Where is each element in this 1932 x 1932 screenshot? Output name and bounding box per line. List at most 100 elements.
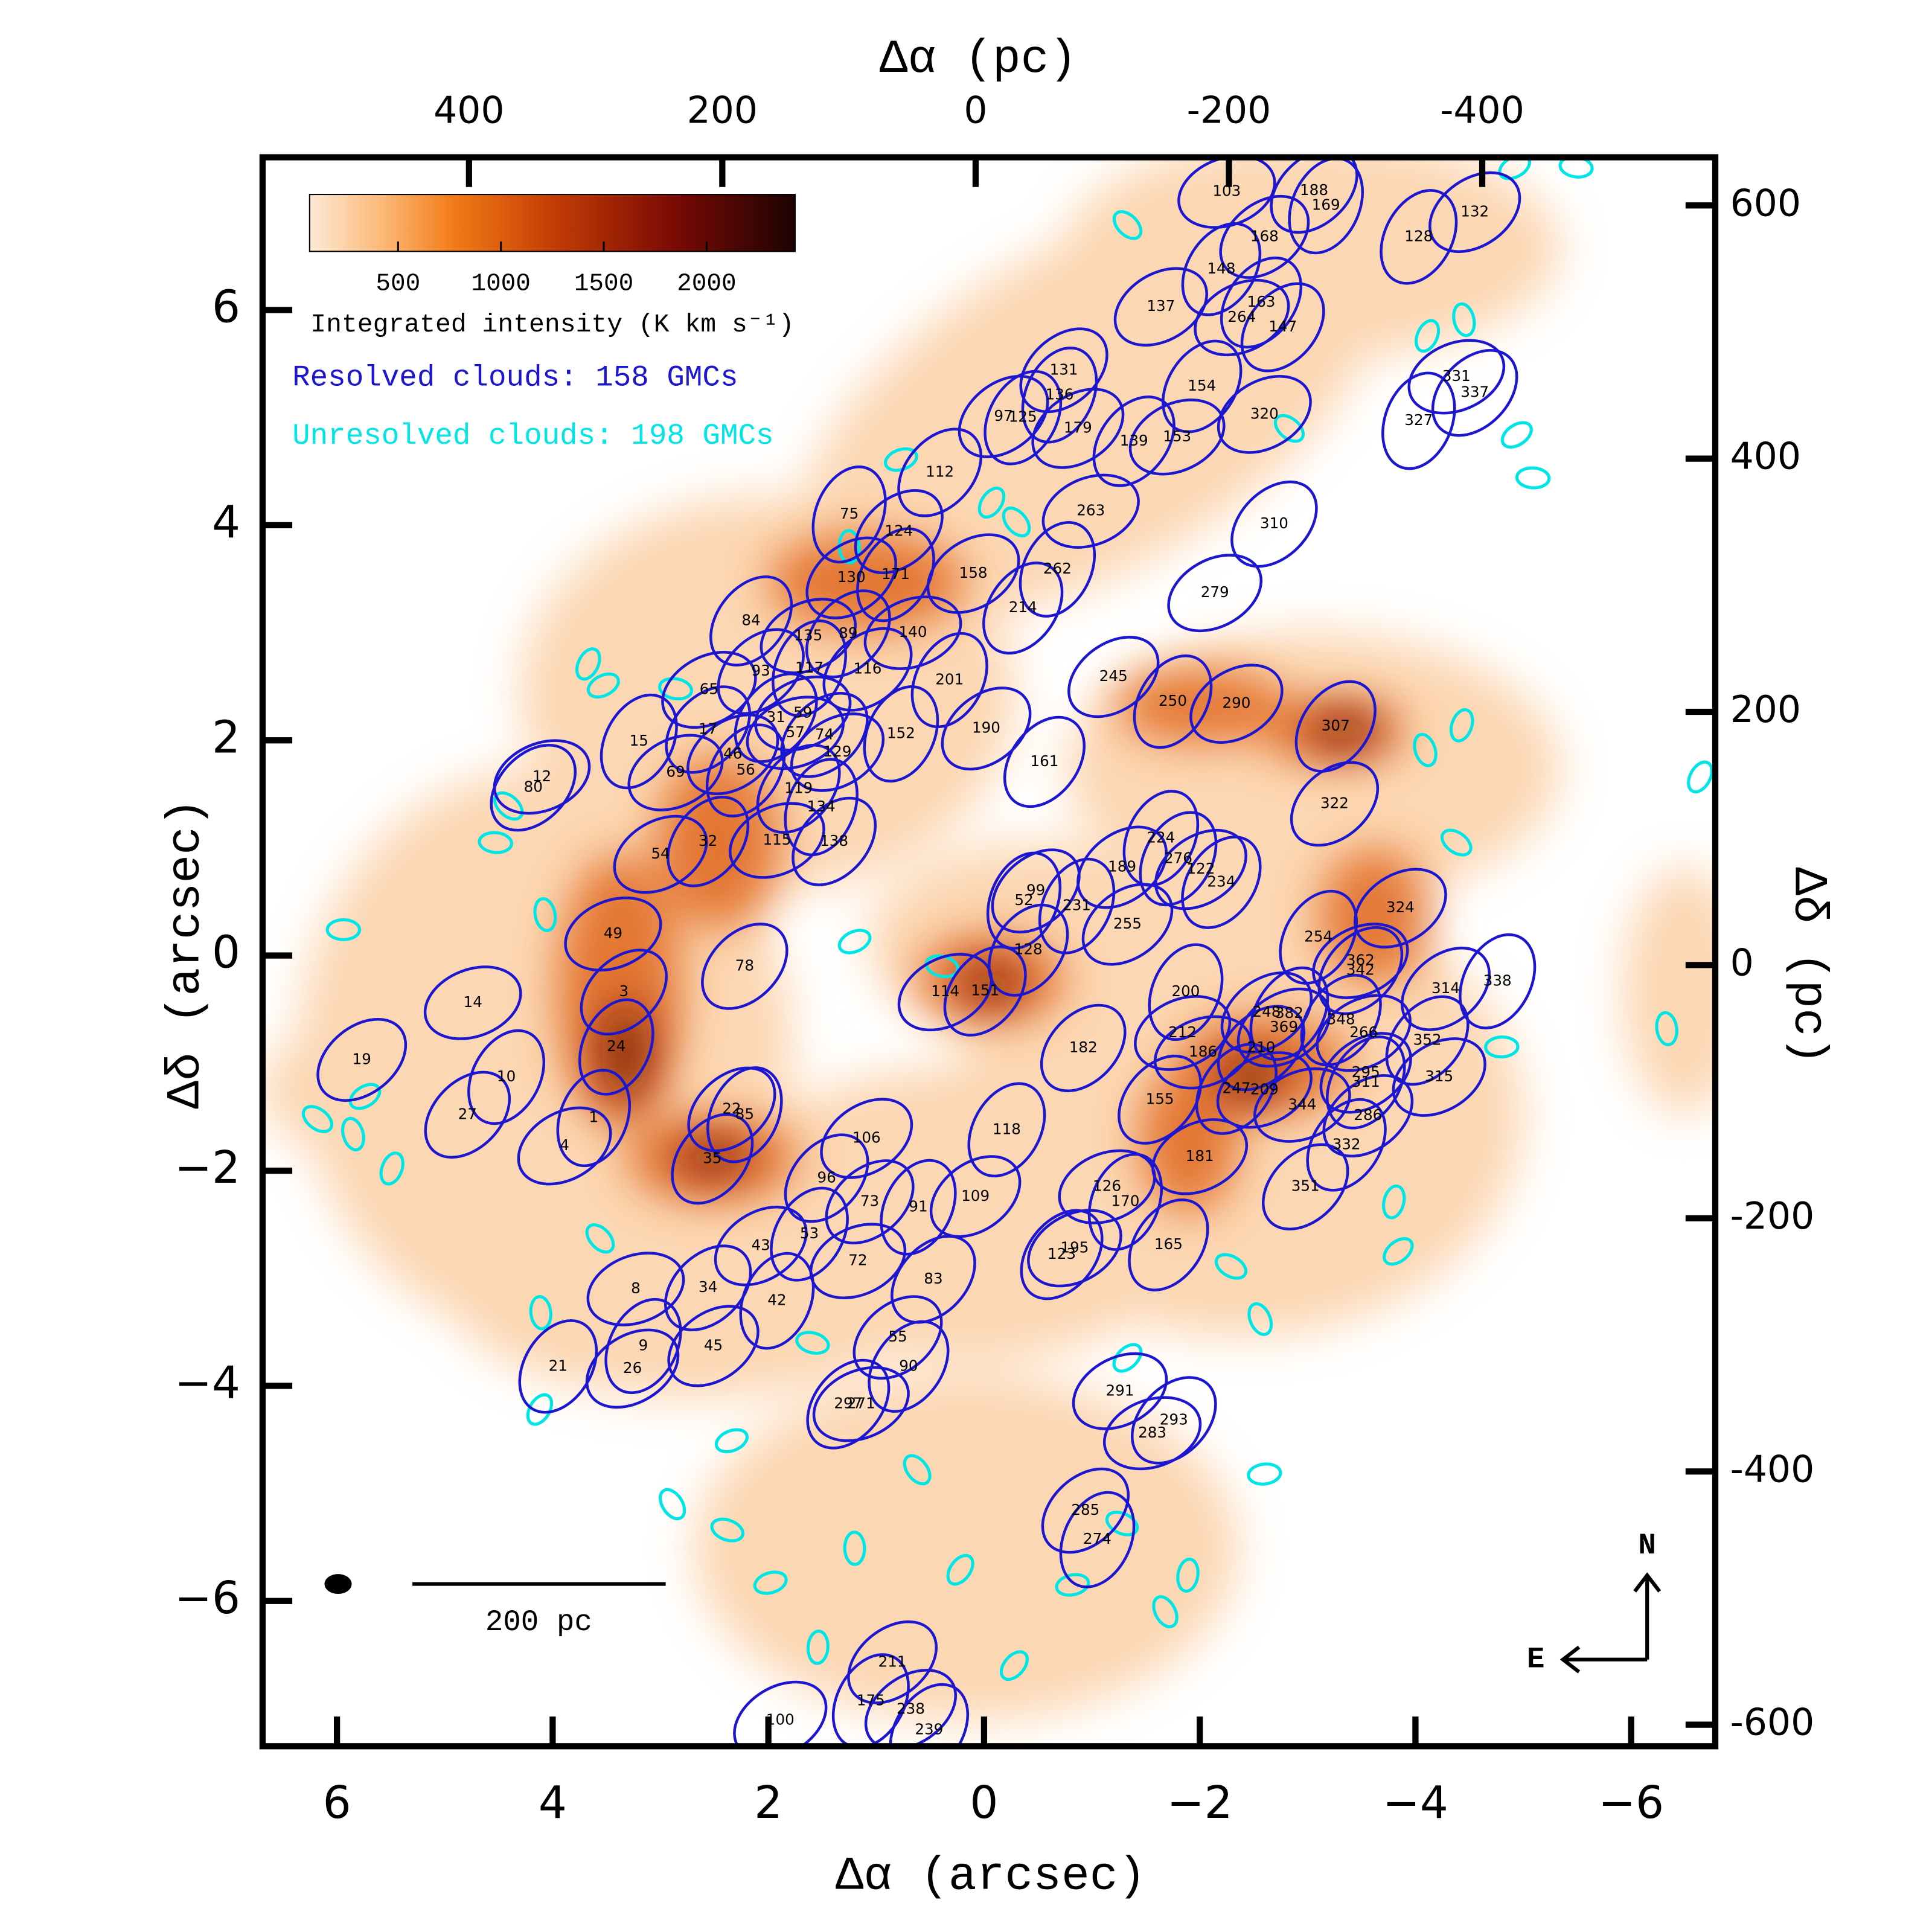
cloud-label: 314	[1431, 979, 1460, 997]
resolved-cloud	[1219, 194, 1310, 279]
resolved-cloud	[627, 734, 724, 811]
cloud-label: 57	[786, 723, 805, 741]
cloud-label: 10	[497, 1067, 516, 1085]
cloud-label: 123	[1048, 1245, 1076, 1262]
resolved-cloud	[991, 848, 1081, 934]
cloud-label: 181	[1186, 1147, 1214, 1165]
cloud-label: 250	[1159, 692, 1187, 709]
cloud-label: 338	[1483, 971, 1512, 989]
cloud-label: 195	[1060, 1238, 1089, 1256]
unresolved-cloud	[714, 1428, 749, 1454]
unresolved-cloud	[1247, 1302, 1273, 1336]
resolved-cloud	[1428, 171, 1521, 254]
cloud-label: 147	[1268, 318, 1297, 335]
cloud-label: 109	[961, 1187, 990, 1204]
unresolved-cloud	[903, 1454, 932, 1486]
colorbar-tick-label: 1500	[574, 270, 633, 298]
resolved-cloud	[1019, 327, 1108, 414]
cloud-label: 348	[1327, 1011, 1355, 1028]
resolved-cloud	[705, 723, 786, 817]
cloud-label: 201	[935, 670, 964, 688]
cloud-label: 169	[1312, 196, 1340, 214]
cloud-label: 279	[1201, 583, 1229, 601]
resolved-cloud	[517, 1106, 612, 1186]
cloud-label: 158	[959, 564, 988, 581]
unresolved-cloud	[533, 897, 557, 932]
resolved-cloud	[604, 1297, 682, 1395]
unresolved-cloud	[837, 929, 872, 955]
unresolved-cloud	[1105, 1511, 1139, 1537]
cloud-label: 4	[560, 1136, 569, 1154]
resolved-cloud	[1381, 371, 1456, 470]
resolved-cloud	[926, 533, 1020, 614]
unresolved-cloud	[1273, 414, 1305, 443]
cloud-label: 112	[926, 463, 954, 481]
resolved-cloud	[1306, 1098, 1387, 1192]
unresolved-cloud	[1484, 1035, 1520, 1059]
cloud-label: 8	[631, 1279, 641, 1297]
unresolved-cloud	[1055, 1573, 1090, 1597]
y2-axis-title: Δδ (pc)	[1781, 867, 1834, 1064]
resolved-cloud	[1392, 1037, 1486, 1117]
cloud-label: 151	[971, 981, 999, 999]
cloud-label: 264	[1227, 308, 1256, 325]
cloud-label: 266	[1349, 1023, 1378, 1041]
x-axis-title: Δα (arcsec)	[836, 1850, 1146, 1903]
resolved-cloud	[897, 953, 993, 1032]
resolved-cloud	[1021, 347, 1098, 444]
cloud-label: 200	[1171, 982, 1200, 1000]
unresolved-cloud	[1247, 1462, 1282, 1486]
unresolved-cloud	[1558, 157, 1594, 179]
cloud-label: 69	[666, 763, 685, 781]
resolved-cloud	[941, 686, 1032, 771]
cloud-label: 35	[703, 1149, 721, 1166]
cloud-label: 53	[800, 1224, 819, 1242]
cloud-label: 125	[1009, 408, 1037, 426]
resolved-cloud	[891, 1235, 976, 1324]
cloud-label: 179	[1064, 419, 1092, 437]
resolved-cloud	[467, 1029, 546, 1125]
cloud-label: 155	[1146, 1090, 1174, 1107]
unresolved-cloud	[1452, 302, 1476, 337]
cloud-label: 307	[1322, 717, 1350, 734]
unresolved-cloud	[586, 672, 620, 699]
unresolved-cloud	[1381, 1184, 1406, 1220]
cloud-label: 293	[1160, 1410, 1188, 1428]
cloud-label: 351	[1291, 1177, 1320, 1195]
unresolved-cloud	[806, 1630, 830, 1665]
x-tick-label: 6	[323, 1777, 351, 1829]
resolved-cloud	[714, 1206, 808, 1287]
cloud-label: 137	[1147, 297, 1175, 315]
resolved-cloud	[600, 693, 678, 790]
x2-tick-label: 0	[964, 89, 987, 132]
cloud-label: 31	[766, 708, 785, 726]
cloud-label: 311	[1352, 1073, 1380, 1090]
resolved-cloud	[760, 598, 857, 674]
unresolved-cloud	[843, 1531, 866, 1566]
x-tick-label: 4	[539, 1777, 567, 1829]
cloud-label: 283	[1138, 1424, 1166, 1441]
resolved-cloud	[1230, 480, 1318, 568]
colorbar-label: Integrated intensity (K km s⁻¹)	[310, 310, 794, 339]
cloud-label: 190	[972, 719, 1000, 737]
resolved-cloud	[709, 575, 793, 667]
cloud-label: 124	[884, 522, 913, 540]
resolved-cloud	[820, 1098, 913, 1179]
resolved-cloud	[1253, 1067, 1351, 1143]
unresolved-cloud	[585, 1223, 615, 1254]
cloud-label: 247	[1222, 1080, 1250, 1097]
unresolved-cloud	[977, 486, 1006, 519]
cloud-label: 239	[915, 1721, 943, 1738]
cloud-label: 117	[795, 659, 824, 676]
unresolved-cloud	[659, 1488, 686, 1521]
cloud-label: 136	[1045, 385, 1073, 403]
cloud-label: 212	[1168, 1023, 1197, 1041]
resolved-cloud	[1040, 1003, 1127, 1093]
beam	[324, 1574, 352, 1594]
resolved-cloud	[1041, 1467, 1130, 1554]
resolved-cloud	[1113, 267, 1209, 347]
resolved-cloud	[772, 619, 848, 717]
cloud-label: 46	[723, 744, 742, 762]
